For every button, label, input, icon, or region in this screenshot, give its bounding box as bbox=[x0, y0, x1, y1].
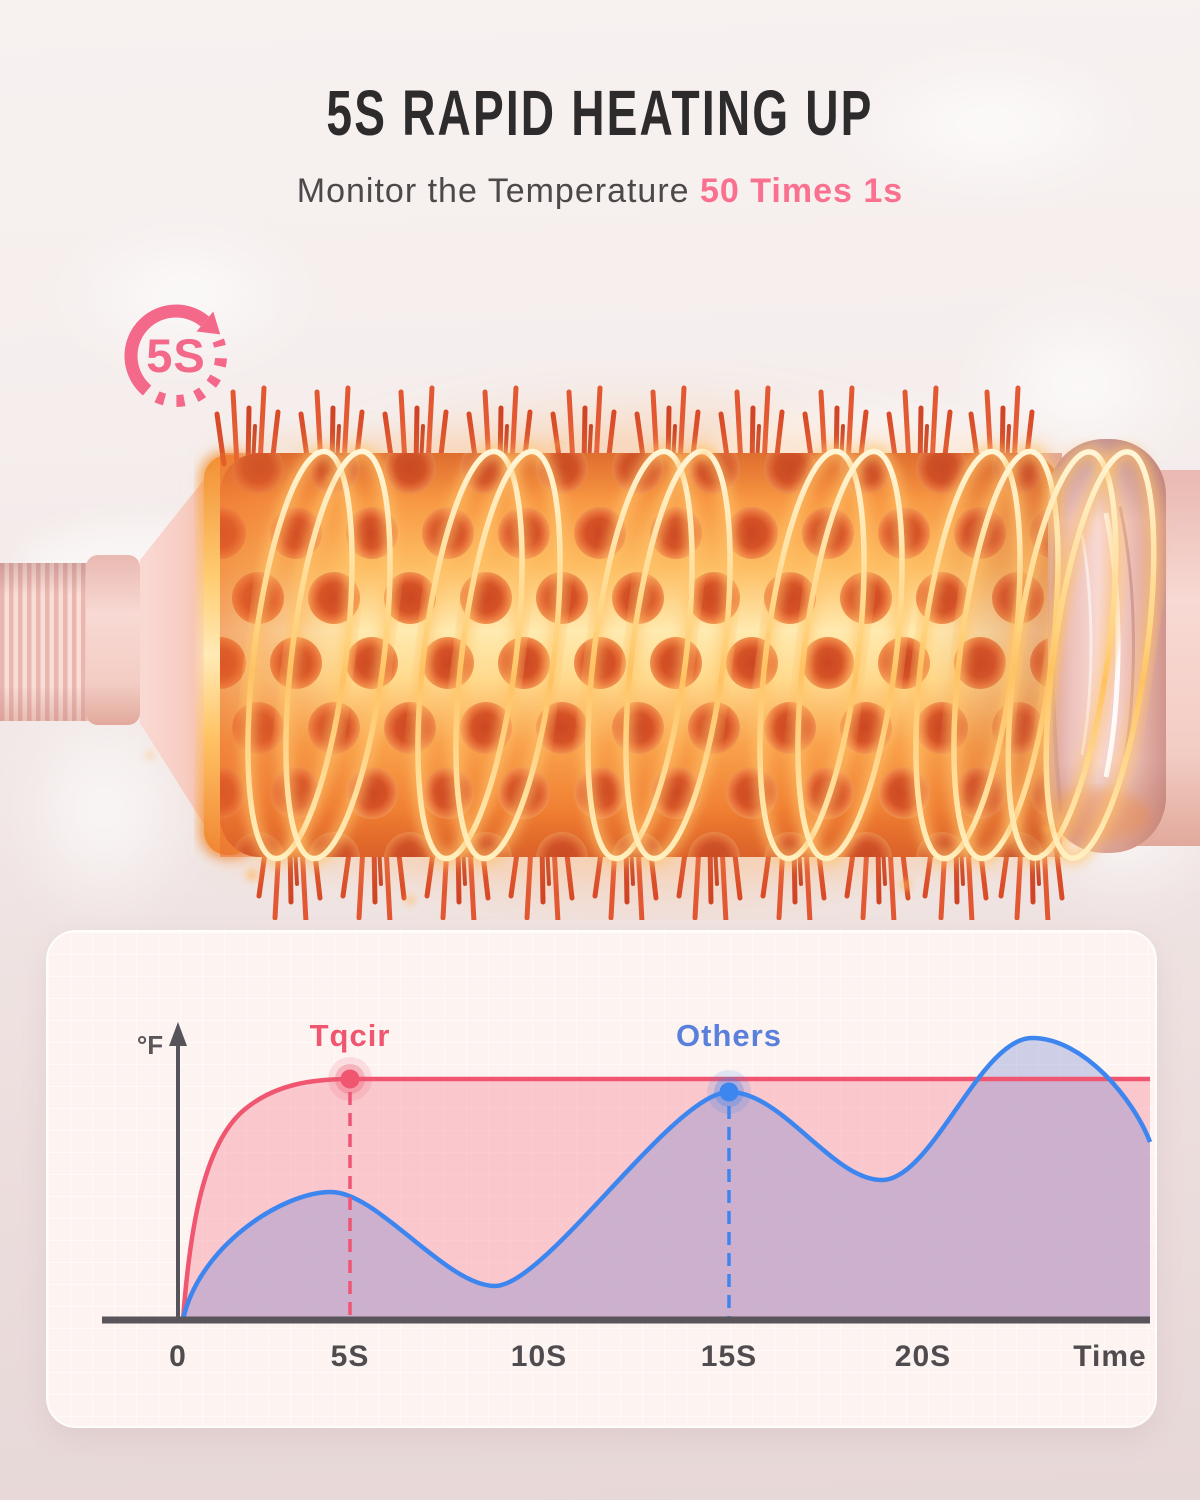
tick-label-15s: 15S bbox=[701, 1340, 757, 1373]
tqcir-area bbox=[183, 1079, 1150, 1320]
brush-barrel bbox=[210, 443, 1072, 867]
tick-label-10s: 10S bbox=[511, 1340, 567, 1373]
others-marker bbox=[707, 1070, 751, 1114]
tick-label-0: 0 bbox=[169, 1340, 187, 1373]
heated-brush-illustration bbox=[0, 360, 1200, 920]
tqcir-marker bbox=[328, 1057, 372, 1101]
others-label: Others bbox=[676, 1018, 782, 1053]
timer-arc bbox=[124, 304, 210, 396]
page-subtitle: Monitor the Temperature 50 Times 1s bbox=[0, 172, 1200, 211]
timer-label: 5S bbox=[146, 329, 206, 382]
subtitle-text: Monitor the Temperature bbox=[296, 172, 701, 210]
smoke-decoration bbox=[820, 50, 1160, 200]
tqcir-curve bbox=[180, 1076, 1150, 1321]
timer-arrow-icon bbox=[196, 311, 221, 335]
tick-label-5s: 5S bbox=[331, 1340, 370, 1373]
brush-handle-connector bbox=[0, 555, 140, 725]
tick-label-20s: 20S bbox=[895, 1340, 951, 1373]
chart-panel: °F Tqcir Others 0 5S 10S 15S 20S Time bbox=[46, 930, 1157, 1428]
sparks bbox=[147, 441, 1052, 904]
page-title: 5S RAPID HEATING UP bbox=[326, 77, 874, 149]
y-axis-arrow bbox=[169, 1022, 187, 1046]
5s-timer-icon: 5S bbox=[124, 304, 228, 407]
subtitle-highlight: 50 Times 1s bbox=[700, 172, 904, 210]
y-axis-unit-label: °F bbox=[137, 1030, 163, 1060]
tqcir-label: Tqcir bbox=[310, 1018, 391, 1053]
header: 5S RAPID HEATING UP Monitor the Temperat… bbox=[0, 76, 1200, 211]
temperature-chart: °F Tqcir Others 0 5S 10S 15S 20S Time bbox=[102, 1018, 1153, 1373]
smoke-decoration bbox=[50, 220, 320, 370]
time-axis-label: Time bbox=[1073, 1340, 1146, 1373]
